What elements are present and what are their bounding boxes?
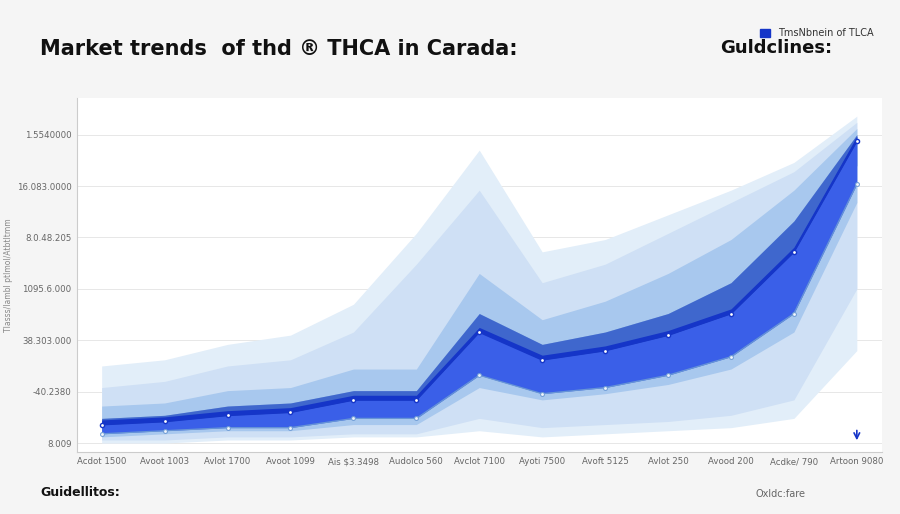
- Text: Guldclines:: Guldclines:: [720, 39, 832, 57]
- Legend: TmsNbnein of TLCA: TmsNbnein of TLCA: [756, 25, 878, 42]
- Text: Oxldc:fare: Oxldc:fare: [756, 489, 806, 499]
- Y-axis label: Tlasss/lambl ptlmol/Atbtltmm: Tlasss/lambl ptlmol/Atbtltmm: [4, 218, 13, 332]
- Text: Guidellitos:: Guidellitos:: [40, 486, 121, 499]
- Text: Market trends  of thd ® THCA in Carada:: Market trends of thd ® THCA in Carada:: [40, 39, 518, 59]
